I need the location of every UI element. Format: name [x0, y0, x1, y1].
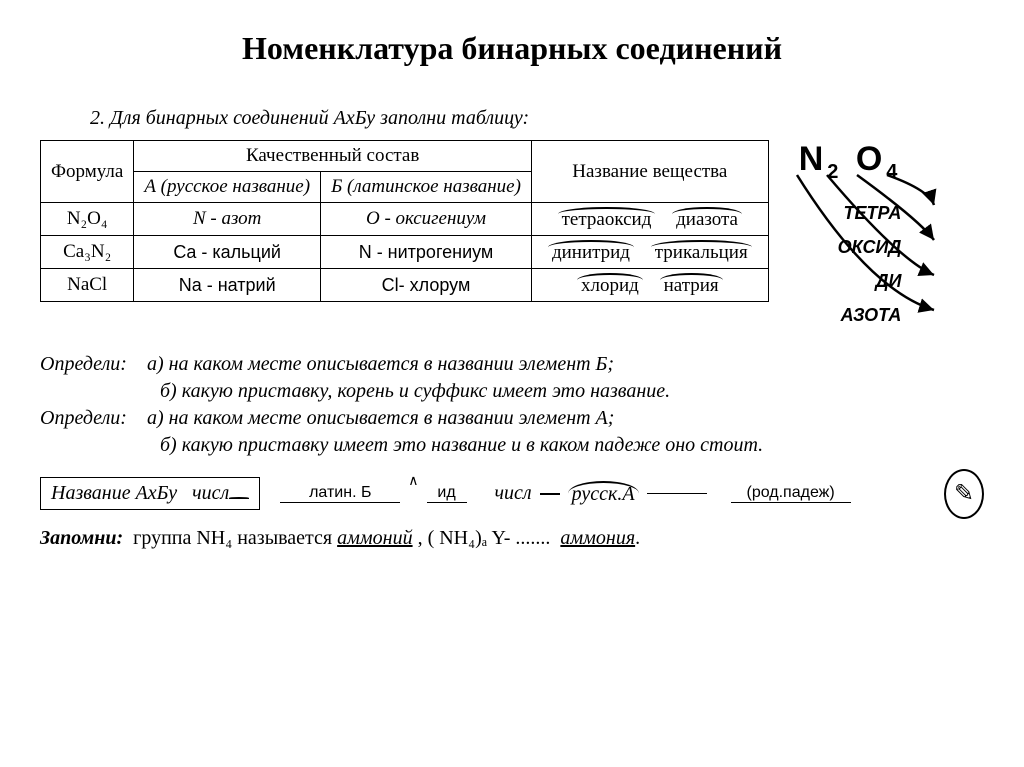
cell-formula: N₂O₄	[41, 203, 134, 236]
table-row: Ca₃N₂ Ca - кальций N - нитрогениум динит…	[41, 236, 769, 269]
naming-pattern-row: Название АхБу числ латин. Б ∧ ид числ ру…	[40, 469, 984, 519]
cell-a: Na - натрий	[134, 269, 321, 302]
arrows-svg	[779, 170, 979, 350]
intro-text: 2. Для бинарных соединений АхБу заполни …	[90, 107, 984, 130]
th-formula: Формула	[41, 141, 134, 203]
table-row: N₂O₄ N - азот O - оксигениум тетраоксид …	[41, 203, 769, 236]
compounds-table: Формула Качественный состав Название вещ…	[40, 140, 769, 302]
cell-formula: Ca₃N₂	[41, 236, 134, 269]
main-content-row: Формула Качественный состав Название вещ…	[40, 140, 984, 333]
cell-a: N - азот	[134, 203, 321, 236]
remember-line: Запомни: группа NH₄ называется аммоний ,…	[40, 527, 984, 550]
cell-b: Cl- хлорум	[321, 269, 532, 302]
table-row: NaCl Na - натрий Cl- хлорум хлорид натри…	[41, 269, 769, 302]
th-qual: Качественный состав	[134, 141, 532, 172]
q2b: б) какую приставку имеет это название и …	[160, 434, 984, 457]
cell-b: O - оксигениум	[321, 203, 532, 236]
cell-a: Ca - кальций	[134, 236, 321, 269]
pattern-box: Название АхБу числ	[40, 477, 260, 510]
rod-answer: (род.падеж)	[731, 484, 851, 503]
q1b: б) какую приставку, корень и суффикс име…	[160, 380, 984, 403]
determine-label: Определи:	[40, 353, 127, 375]
questions-block: Определи: а) на каком месте описывается …	[40, 353, 984, 457]
q2a: а) на каком месте описывается в названии…	[147, 407, 614, 429]
page-title: Номенклатура бинарных соединений	[40, 30, 984, 67]
q1a: а) на каком месте описывается в названии…	[147, 353, 614, 375]
cell-name: динитрид трикальция	[531, 236, 768, 269]
th-a: А (русское название)	[134, 172, 321, 203]
cell-formula: NaCl	[41, 269, 134, 302]
cell-name: хлорид натрия	[531, 269, 768, 302]
determine-label: Определи:	[40, 407, 127, 429]
latin-answer: латин. Б	[280, 484, 400, 503]
side-diagram: N2 O4 ТЕТРА ОКСИД ДИ АЗОТА	[789, 140, 902, 333]
th-name: Название вещества	[531, 141, 768, 203]
caret-icon: ∧	[408, 473, 418, 490]
pencil-icon: ✎	[944, 469, 984, 519]
cell-b: N - нитрогениум	[321, 236, 532, 269]
id-answer: ид	[427, 484, 467, 503]
th-b: Б (латинское название)	[321, 172, 532, 203]
cell-name: тетраоксид диазота	[531, 203, 768, 236]
